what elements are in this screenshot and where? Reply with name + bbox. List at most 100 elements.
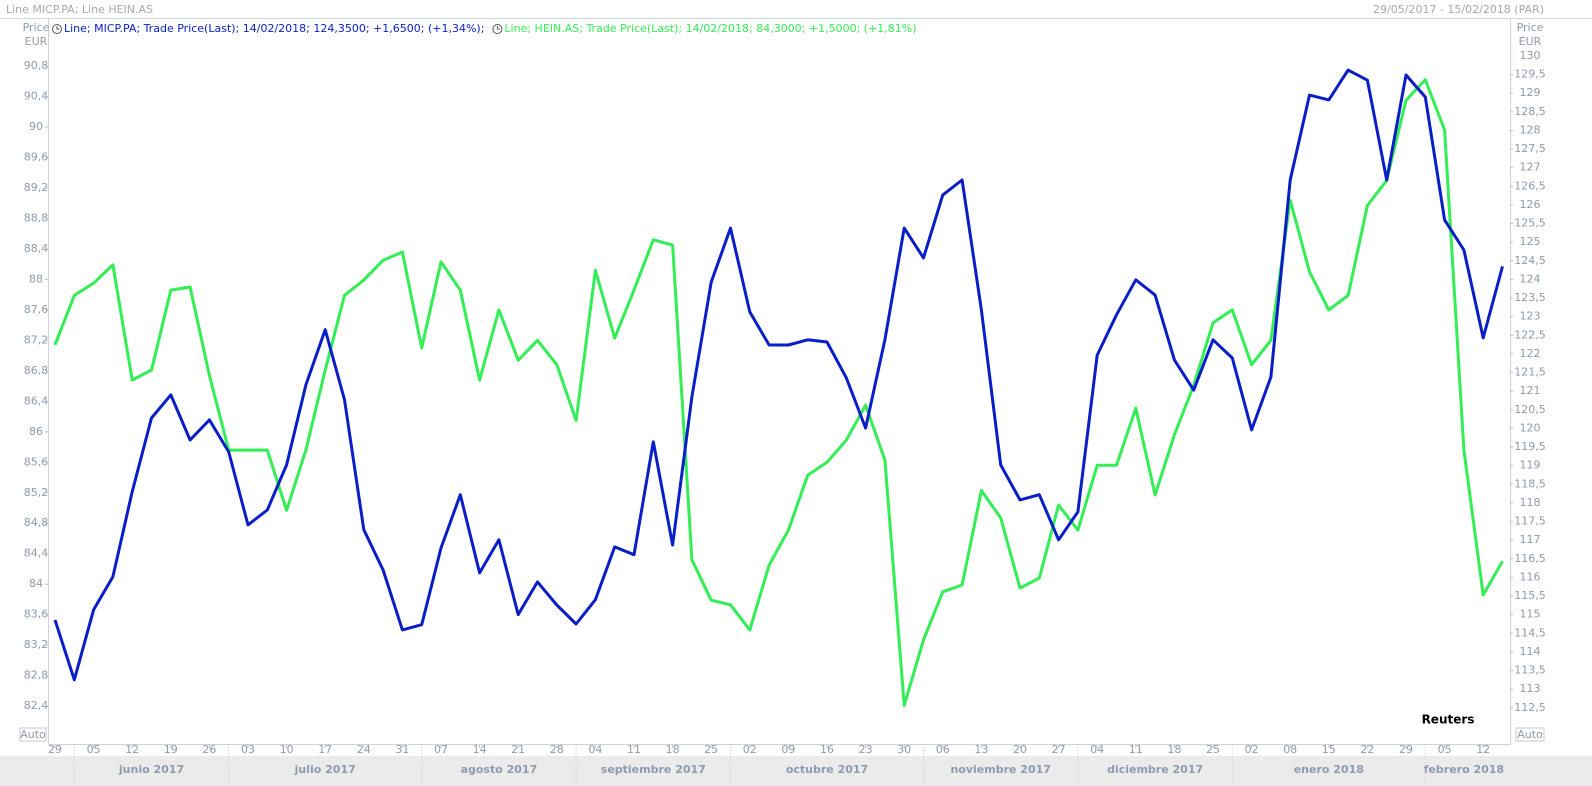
- y2-tick-label: 128,5: [1514, 105, 1546, 118]
- y2-tick-label: 118,5: [1514, 477, 1546, 490]
- x-tick-label: 19: [164, 743, 178, 756]
- y2-axis-label: EUR: [1519, 35, 1542, 48]
- x-tick-label: 16: [820, 743, 834, 756]
- series-line: [53, 78, 1504, 707]
- auto-box[interactable]: [19, 727, 47, 742]
- y2-tick-label: 114: [1520, 645, 1541, 658]
- x-tick-label: 18: [1167, 743, 1181, 756]
- y2-tick-label: 125: [1520, 235, 1541, 248]
- y2-tick-label: 122,5: [1514, 328, 1546, 341]
- month-label: junio 2017: [118, 763, 184, 776]
- y2-tick-label: 128: [1520, 123, 1541, 136]
- x-tick-label: 12: [1476, 743, 1490, 756]
- legend-icon-hand: [496, 26, 500, 30]
- y-tick-label: 84,4: [24, 547, 49, 560]
- x-tick-label: 04: [1090, 743, 1104, 756]
- auto-box[interactable]: [1515, 727, 1545, 742]
- x-tick-label: 25: [1206, 743, 1220, 756]
- header-title: Line MICP.PA; Line HEIN.AS: [6, 3, 153, 16]
- x-tick-label: 28: [550, 743, 564, 756]
- x-tick-label: 21: [511, 743, 525, 756]
- x-tick-label: 12: [125, 743, 139, 756]
- x-tick-label: 31: [395, 743, 409, 756]
- y2-tick-label: 115,5: [1514, 589, 1546, 602]
- legend-entry: Line; MICP.PA; Trade Price(Last); 14/02/…: [64, 22, 484, 35]
- y-tick-label: 86,8: [24, 364, 49, 377]
- y2-tick-label: 124,5: [1514, 254, 1546, 267]
- x-tick-label: 15: [1322, 743, 1336, 756]
- y-axis-label: Price: [23, 21, 50, 34]
- x-tick-label: 09: [781, 743, 795, 756]
- y-mode[interactable]: Auto: [20, 728, 46, 741]
- month-label: febrero 2018: [1424, 763, 1504, 776]
- y2-tick-label: 122: [1520, 347, 1541, 360]
- y-tick-label: 88,8: [24, 211, 49, 224]
- y2-axis-label: Price: [1517, 21, 1544, 34]
- x-tick-label: 26: [202, 743, 216, 756]
- y2-mode[interactable]: Auto: [1517, 728, 1543, 741]
- x-tick-label: 10: [280, 743, 294, 756]
- x-tick-label: 08: [1283, 743, 1297, 756]
- x-tick-label: 20: [1013, 743, 1027, 756]
- x-tick-label: 06: [936, 743, 950, 756]
- y2-tick-label: 113: [1520, 682, 1541, 695]
- x-tick-label: 11: [627, 743, 641, 756]
- y2-tick-label: 124: [1520, 272, 1541, 285]
- y2-tick-label: 121,5: [1514, 366, 1546, 379]
- y-tick-label: 90,8: [24, 59, 49, 72]
- x-tick-label: 27: [1052, 743, 1066, 756]
- x-tick-label: 05: [1438, 743, 1452, 756]
- y-tick-label: 89,6: [24, 150, 49, 163]
- y-tick-label: 87,2: [24, 333, 49, 346]
- header-range: 29/05/2017 - 15/02/2018 (PAR): [1373, 3, 1544, 16]
- y-tick-label: 83,2: [24, 638, 49, 651]
- y2-tick-label: 119: [1520, 459, 1541, 472]
- y2-tick-label: 130: [1520, 49, 1541, 62]
- month-label: diciembre 2017: [1107, 763, 1203, 776]
- y2-tick-label: 114,5: [1514, 626, 1546, 639]
- legend-entry: Line; HEIN.AS; Trade Price(Last); 14/02/…: [504, 22, 916, 35]
- month-band: [0, 756, 1592, 786]
- x-tick-label: 02: [1245, 743, 1259, 756]
- month-label: noviembre 2017: [950, 763, 1050, 776]
- x-tick-label: 22: [1360, 743, 1374, 756]
- x-tick-label: 30: [897, 743, 911, 756]
- y-tick-label: 88: [29, 272, 43, 285]
- y-tick-label: 86,4: [24, 394, 49, 407]
- x-tick-label: 04: [588, 743, 602, 756]
- y-tick-label: 83,6: [24, 608, 49, 621]
- x-tick-label: 02: [743, 743, 757, 756]
- annotation: Reuters: [1422, 713, 1475, 727]
- y-tick-label: 90: [29, 120, 43, 133]
- x-tick-label: 05: [87, 743, 101, 756]
- y2-tick-label: 125,5: [1514, 217, 1546, 230]
- y2-tick-label: 116: [1520, 570, 1541, 583]
- y-tick-label: 85,2: [24, 486, 49, 499]
- legend-icon-hand: [56, 26, 60, 30]
- y-tick-label: 82,8: [24, 669, 49, 682]
- y-tick-label: 85,6: [24, 455, 49, 468]
- x-tick-label: 14: [473, 743, 487, 756]
- x-tick-label: 17: [318, 743, 332, 756]
- y2-tick-label: 126: [1520, 198, 1541, 211]
- month-label: enero 2018: [1294, 763, 1364, 776]
- month-label: octubre 2017: [786, 763, 868, 776]
- plot-frame: [48, 18, 1511, 745]
- y-tick-label: 84: [29, 577, 43, 590]
- y2-tick-label: 118: [1520, 496, 1541, 509]
- x-tick-label: 23: [859, 743, 873, 756]
- y2-tick-label: 117,5: [1514, 515, 1546, 528]
- y2-tick-label: 127: [1520, 161, 1541, 174]
- y2-tick-label: 113,5: [1514, 664, 1546, 677]
- y2-tick-label: 112,5: [1514, 701, 1546, 714]
- y2-tick-label: 123: [1520, 310, 1541, 323]
- y2-tick-label: 115: [1520, 608, 1541, 621]
- y-tick-label: 82,4: [24, 699, 49, 712]
- y2-tick-label: 126,5: [1514, 179, 1546, 192]
- y2-tick-label: 129,5: [1514, 68, 1546, 81]
- y-tick-label: 88,4: [24, 242, 49, 255]
- y2-tick-label: 117: [1520, 533, 1541, 546]
- y-tick-label: 87,6: [24, 303, 49, 316]
- month-label: septiembre 2017: [601, 763, 706, 776]
